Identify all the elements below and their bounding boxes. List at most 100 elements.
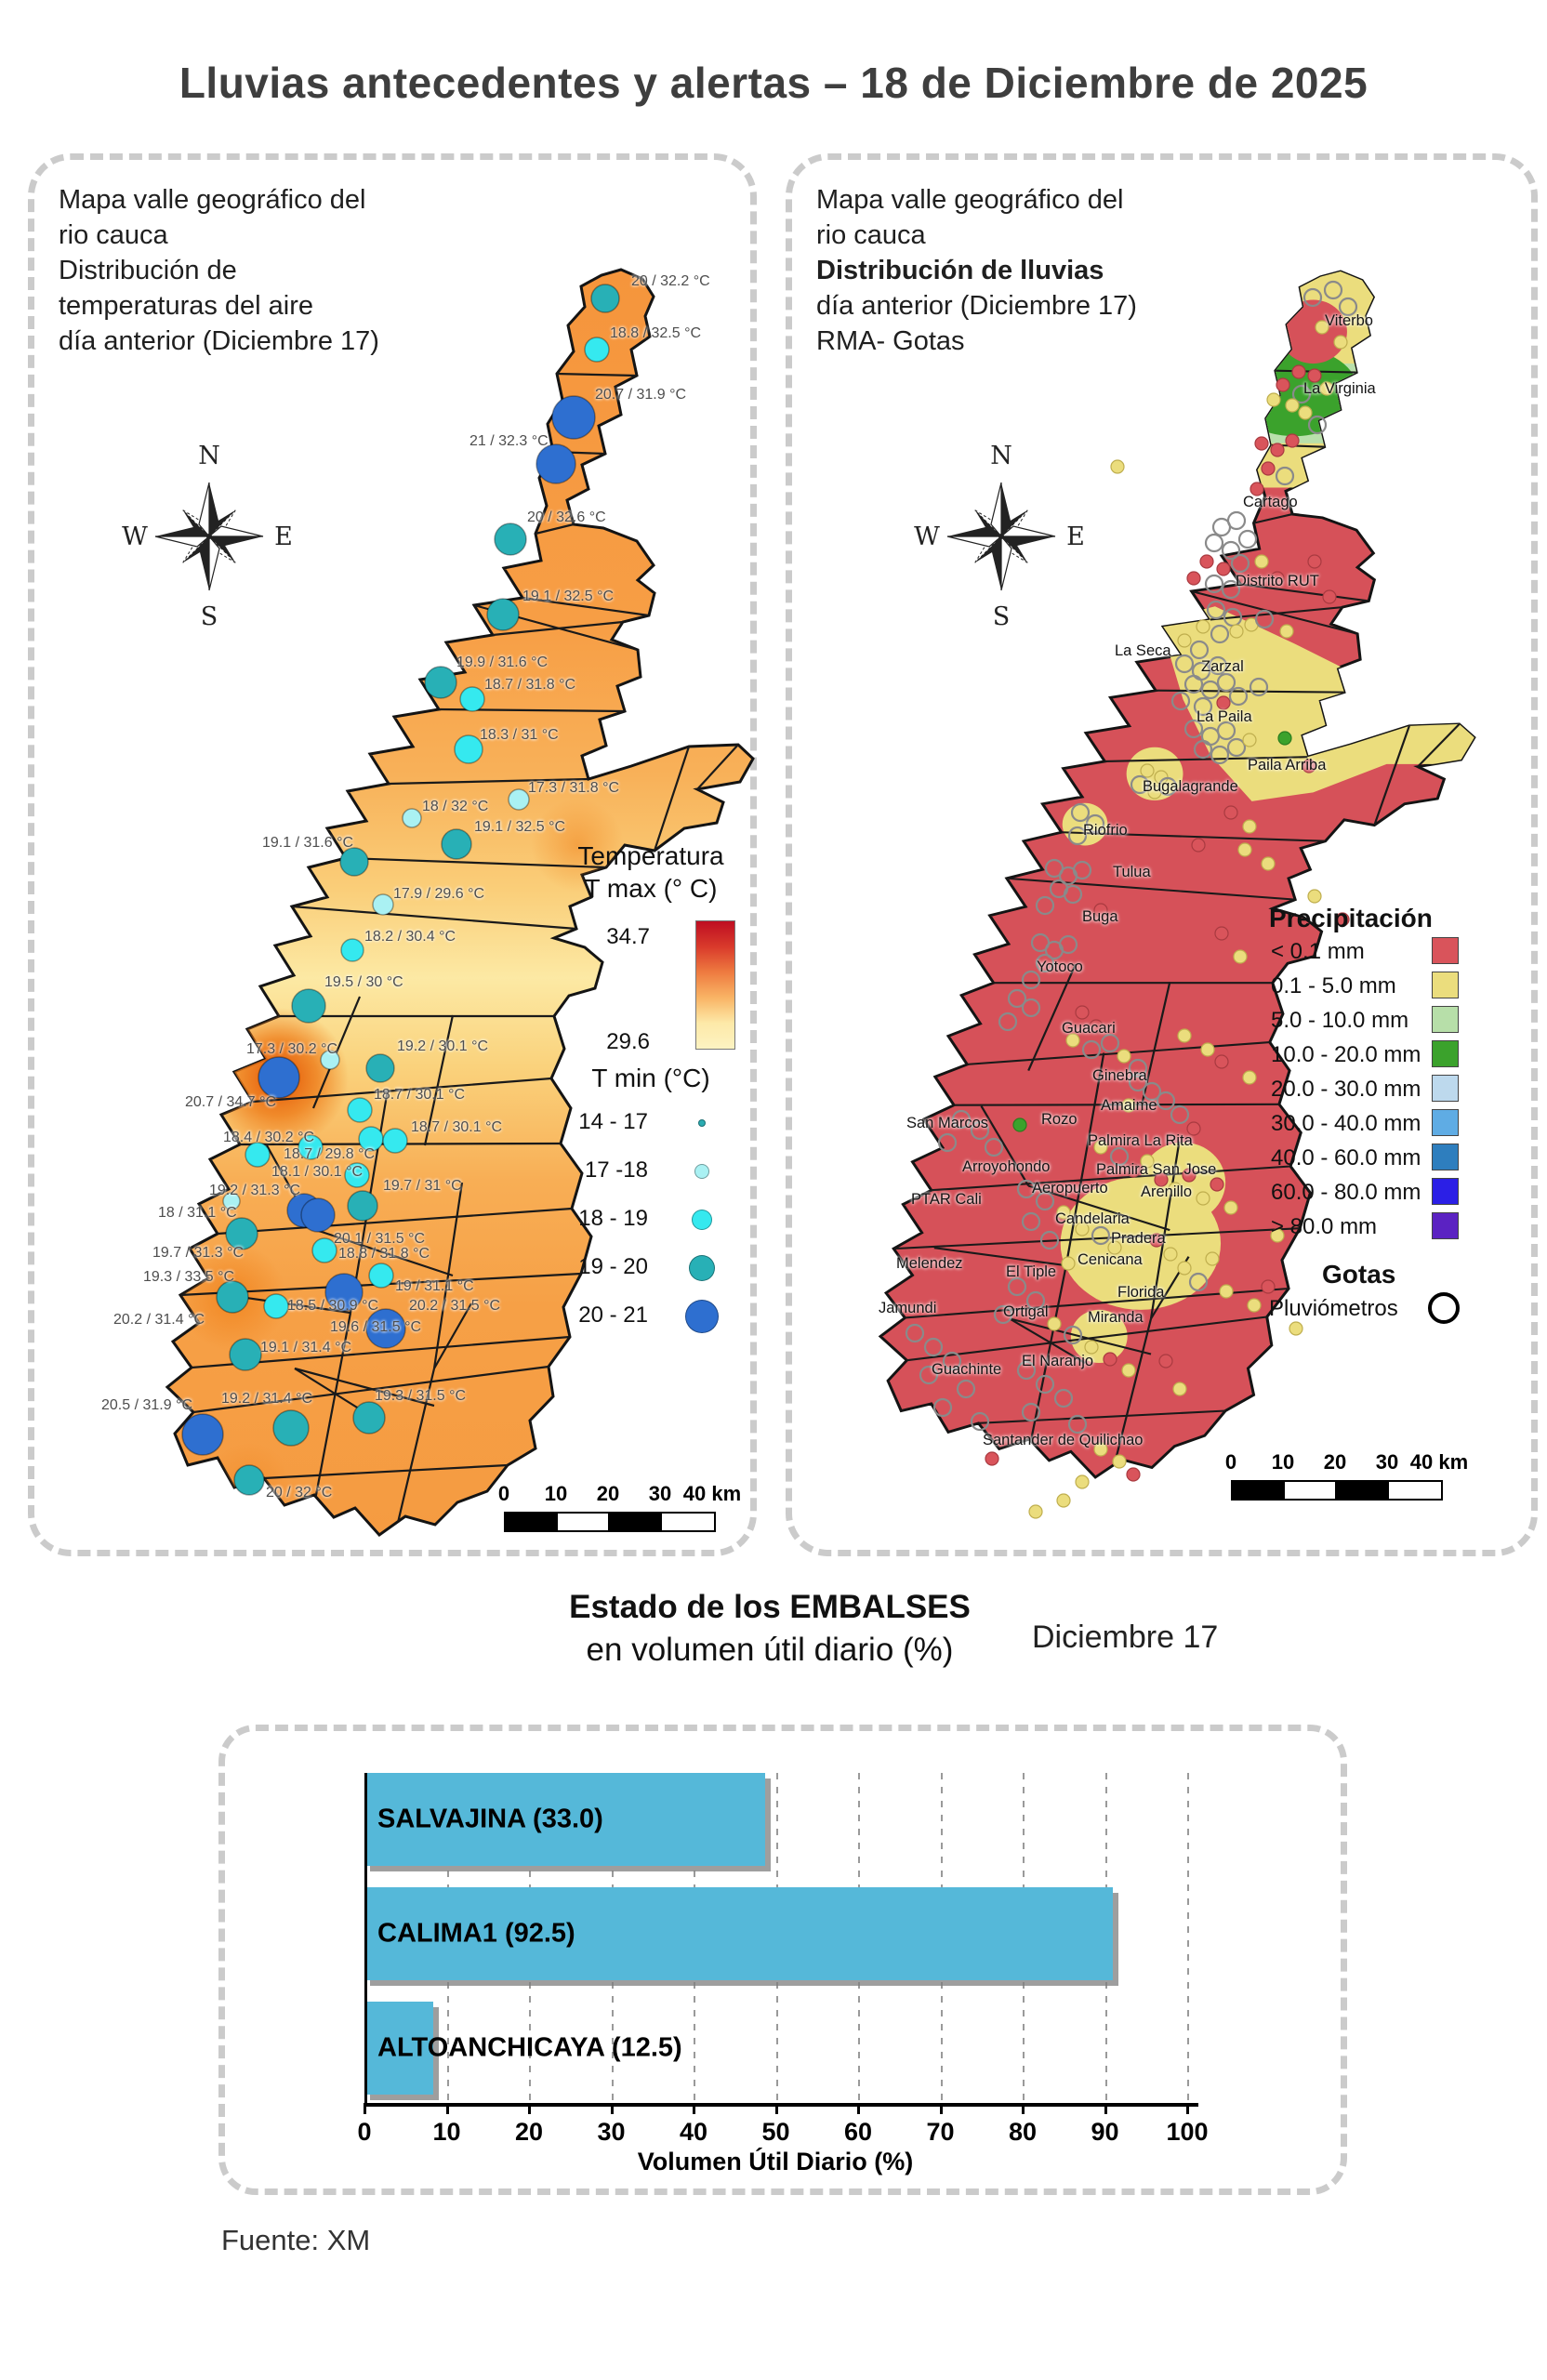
temperature-label: 19.7 / 31.3 °C: [152, 1245, 245, 1261]
x-axis-tick-label: 100: [1166, 2118, 1209, 2146]
pluviometro-dot: [1230, 553, 1250, 574]
tmin-class-dot: [694, 1164, 709, 1179]
rain-gauge-dot: [1075, 1222, 1090, 1236]
pluviometro-dot: [1216, 672, 1236, 693]
city-label: Melendez: [896, 1255, 963, 1272]
pluviometro-dot: [1275, 466, 1295, 486]
pluviometro-dot: [1216, 721, 1236, 741]
rain-gauge-dot: [1223, 805, 1238, 820]
city-label: La Paila: [1197, 708, 1252, 725]
reservoir-bar-label: SALVAJINA (33.0): [377, 1804, 603, 1834]
tmin-station-dot: [459, 686, 485, 712]
city-label: Tulua: [1113, 864, 1151, 880]
reservoir-bar: SALVAJINA (33.0): [364, 1773, 765, 1866]
pluviometro-dot: [1021, 1211, 1041, 1232]
rain-gauge-dot: [1291, 364, 1306, 379]
rain-gauge-dot: [1242, 1070, 1257, 1085]
temperature-map-panel: Mapa valle geográfico del rio cauca Distri…: [28, 153, 757, 1556]
pluviometro-dot: [1170, 1104, 1190, 1125]
pluviometro-dot: [1307, 415, 1328, 435]
x-axis-tick: [1022, 2103, 1025, 2114]
compass-rose-icon: N E S W: [913, 436, 1090, 641]
pluviometro-dot: [1063, 1325, 1083, 1345]
reservoir-bar: ALTOANCHICAYA (12.5): [364, 2002, 682, 2095]
rain-gauge-dot: [1117, 1049, 1131, 1064]
city-label: Yotoco: [1037, 959, 1083, 975]
rain-gauge-dot: [1186, 1121, 1201, 1136]
temperature-map-heading: Mapa valle geográfico del rio cauca Distri…: [59, 182, 379, 359]
pluviometro-dot: [1007, 1276, 1027, 1297]
rain-gauge-dot: [1302, 759, 1316, 774]
heading-line: Mapa valle geográfico del: [59, 185, 366, 215]
rain-gauge-dot: [1210, 1177, 1224, 1192]
x-axis-tick-label: 30: [597, 2118, 626, 2146]
tmin-station-dot: [358, 1126, 384, 1152]
pluviometro-dot: [1053, 1388, 1074, 1408]
pluviometro-dot: [1063, 884, 1083, 905]
scale-tick-label: 30: [648, 1482, 672, 1505]
svg-text:S: S: [993, 602, 1011, 631]
rain-gauge-dot: [1214, 926, 1229, 941]
temperature-label: 20 / 32 °C: [266, 1485, 333, 1501]
embalses-chart-panel: 0 10 20 30 40 50 60 70 80 90 100 SALVAJINA (33.0) CA…: [218, 1725, 1347, 2195]
tmin-station-dot: [291, 988, 326, 1024]
x-axis-tick-label: 70: [926, 2118, 955, 2146]
scale-tick-label: 20: [596, 1482, 620, 1505]
pluviometro-dot: [1189, 640, 1210, 660]
pluviometro-dot: [1157, 776, 1178, 797]
pluviometro-dot: [1193, 739, 1213, 760]
pluviometro-dot: [1035, 1374, 1055, 1395]
rain-gauge-dot: [1093, 903, 1108, 918]
rain-gauge-dot: [1279, 624, 1294, 639]
pluviometro-dot: [1228, 686, 1249, 707]
city-label: Amaime: [1101, 1097, 1157, 1114]
pluviometro-dot: [932, 1397, 953, 1418]
x-axis-tick-label: 20: [514, 2118, 544, 2146]
heading-line: RMA- Gotas: [816, 326, 965, 356]
pluviometro-dot: [1204, 574, 1224, 594]
precip-class-label: < 0.1 mm: [1271, 939, 1365, 964]
svg-text:W: W: [122, 522, 148, 551]
scale-bar: 0 10 20 30 40 km: [495, 1482, 741, 1538]
heading-line: Distribución de: [59, 256, 237, 285]
rain-gauge-dot: [1254, 436, 1269, 451]
pluviometro-dot: [1254, 609, 1275, 629]
temperature-label: 20.5 / 31.9 °C: [101, 1397, 193, 1413]
rain-gauge-dot: [1028, 1504, 1043, 1519]
tmin-class-label: 20 - 21: [578, 1302, 648, 1328]
tmin-stations-layer: [181, 284, 620, 1496]
x-axis-tick-label: 0: [357, 2118, 372, 2146]
heading-line: día anterior (Diciembre 17): [816, 291, 1137, 321]
tmin-station-dot: [340, 938, 364, 962]
source-note: Fuente: XM: [221, 2224, 371, 2256]
pluviometro-dot: [1183, 674, 1204, 694]
x-axis-tick: [693, 2103, 695, 2114]
city-label: Palmira La Rita: [1088, 1132, 1193, 1149]
heading-line: rio cauca: [59, 220, 168, 250]
pluviometro-dot: [919, 1365, 939, 1385]
tmin-station-dot: [311, 1237, 337, 1263]
tmin-class-label: 17 -18: [584, 1157, 648, 1183]
pluviometro-dot: [956, 1379, 976, 1399]
pluviometro-dot: [1170, 691, 1191, 711]
pluviometro-dot: [1109, 1146, 1130, 1167]
pluviometro-dot: [1067, 826, 1088, 846]
city-label: Palmira San Jose: [1096, 1161, 1217, 1178]
rain-gauge-dot: [1075, 1005, 1090, 1020]
rain-gauge-dot: [1107, 1240, 1122, 1255]
reservoir-bar-label: CALIMA1 (92.5): [377, 1918, 575, 1949]
scale-bar-segment: [506, 1514, 558, 1530]
rainfall-map-panel: Mapa valle geográfico del rio cauca Distri…: [786, 153, 1538, 1556]
svg-text:N: N: [990, 442, 1012, 470]
pluviometro-dot: [1200, 680, 1221, 700]
rain-gauge-dot: [1089, 1019, 1104, 1034]
precip-class-swatch: [1432, 1178, 1459, 1205]
svg-text:E: E: [1066, 522, 1085, 551]
temperature-label: 19.7 / 31 °C: [383, 1178, 462, 1194]
pluviometro-dot: [1183, 719, 1204, 739]
svg-text:N: N: [198, 442, 220, 470]
pluviometro-dot: [1208, 655, 1228, 676]
rain-gauge-dot: [1261, 856, 1276, 871]
pluviometro-dot: [951, 1109, 972, 1130]
